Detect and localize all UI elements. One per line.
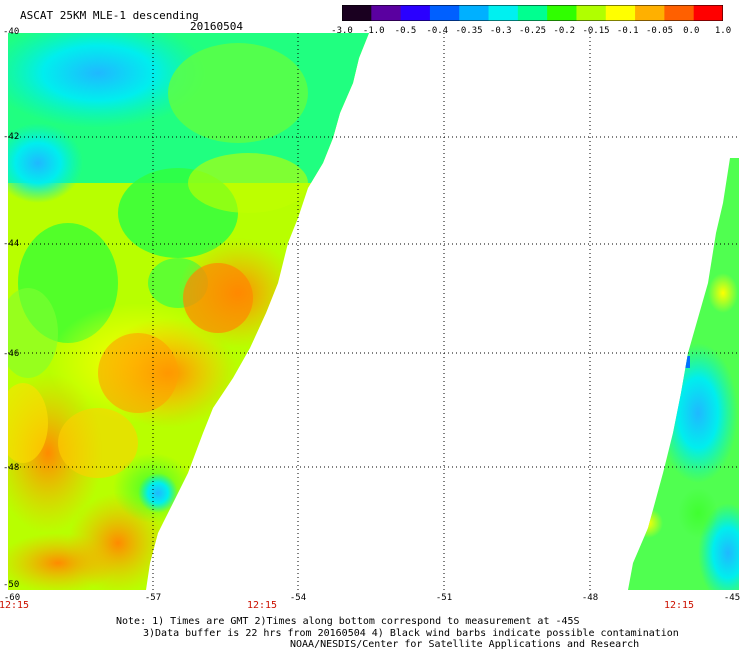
colorbar-label: -0.5 bbox=[394, 26, 417, 36]
colorbar-label: -0.35 bbox=[455, 26, 483, 36]
colorbar-label: -0.2 bbox=[553, 26, 576, 36]
note-line-3: NOAA/NESDIS/Center for Satellite Applica… bbox=[290, 639, 640, 650]
y-axis-label: -50 bbox=[3, 580, 20, 590]
x-axis-label: -45 bbox=[723, 593, 740, 603]
colorbar-segment bbox=[342, 5, 372, 21]
colorbar-segment bbox=[635, 5, 665, 21]
right-swath bbox=[628, 158, 739, 590]
y-axis-label: -44 bbox=[3, 239, 20, 249]
time-label: 12:15 bbox=[0, 600, 30, 611]
y-axis-label: -40 bbox=[3, 27, 20, 37]
note-line-1: Note: 1) Times are GMT 2)Times along bot… bbox=[116, 616, 580, 627]
time-label: 12:15 bbox=[663, 600, 695, 611]
colorbar-label: -0.4 bbox=[426, 26, 449, 36]
colorbar-label: -3.0 bbox=[331, 26, 353, 36]
colorbar-label: -0.25 bbox=[518, 26, 547, 36]
colorbar-segment bbox=[517, 5, 548, 21]
colorbar-segment bbox=[693, 5, 723, 21]
colorbar-segment bbox=[371, 5, 402, 21]
colorbar-label: -0.1 bbox=[616, 26, 639, 36]
colorbar-label: -1.0 bbox=[362, 26, 385, 36]
x-axis-label: -60 bbox=[3, 593, 21, 603]
time-label: 12:15 bbox=[246, 600, 278, 611]
colorbar-label: -0.15 bbox=[582, 26, 610, 36]
note-line-2: 3)Data buffer is 22 hrs from 20160504 4)… bbox=[143, 628, 679, 639]
colorbar-label: -0.05 bbox=[645, 26, 674, 36]
x-axis-label: -54 bbox=[289, 593, 307, 603]
colorbar bbox=[342, 5, 723, 21]
y-axis-label: -46 bbox=[3, 349, 20, 359]
x-axis-label: -48 bbox=[581, 593, 599, 603]
y-axis-label: -42 bbox=[3, 132, 20, 142]
colorbar-label: -0.3 bbox=[489, 26, 512, 36]
colorbar-segment bbox=[664, 5, 695, 21]
x-axis-label: -51 bbox=[435, 593, 453, 603]
map-date: 20160504 bbox=[190, 20, 243, 33]
colorbar-segment bbox=[400, 5, 431, 21]
map-title: ASCAT 25KM MLE-1 descending bbox=[20, 9, 199, 22]
colorbar-segment bbox=[547, 5, 577, 21]
colorbar-label: 0.0 bbox=[683, 26, 700, 36]
colorbar-segment bbox=[576, 5, 607, 21]
x-axis-label: -57 bbox=[144, 593, 162, 603]
colorbar-segment bbox=[429, 5, 460, 21]
colorbar-segment bbox=[488, 5, 519, 21]
map-plot bbox=[8, 33, 739, 590]
colorbar-label: 1.0 bbox=[714, 26, 732, 36]
left-swath bbox=[8, 33, 369, 590]
colorbar-segment bbox=[459, 5, 490, 21]
colorbar-segment bbox=[605, 5, 636, 21]
y-axis-label: -48 bbox=[3, 463, 20, 473]
